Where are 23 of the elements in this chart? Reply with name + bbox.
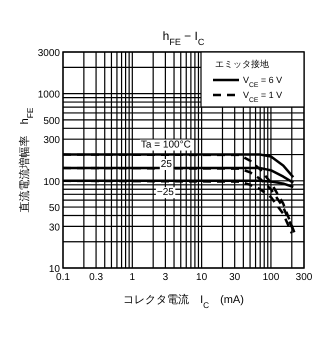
y-tick-label: 3000 — [38, 48, 60, 59]
x-tick-label: 300 — [296, 272, 313, 283]
chart-title: h$_{FE}$ − I$_{C}$ — [162, 29, 205, 47]
x-tick-label: 3 — [162, 272, 169, 283]
y-tick-label: 300 — [43, 135, 60, 146]
x-tick-label: 1 — [130, 272, 136, 283]
x-tick-label: 30 — [229, 272, 241, 283]
y-tick-label: 100 — [43, 176, 60, 188]
x-tick-label: 10 — [196, 272, 208, 283]
y-tick-label: 50 — [48, 203, 60, 214]
y-tick-label: 1000 — [38, 90, 60, 101]
legend-label: V$_{CE}$ = 6 V — [243, 75, 282, 88]
y-tick-label: 500 — [43, 116, 60, 127]
x-tick-label: 0.1 — [56, 272, 70, 283]
text: コレクタ電流 I$_{C}$ (mA) — [123, 294, 244, 310]
x-tick-label: 0.3 — [89, 272, 104, 283]
annotation: −25 — [156, 187, 174, 198]
annotation: Ta = 100°C — [140, 140, 191, 151]
legend-title: エミッタ接地 — [215, 59, 269, 69]
annotation: 25 — [160, 159, 172, 170]
legend-label: V$_{CE}$ = 1 V — [243, 90, 282, 104]
x-tick-label: 100 — [262, 272, 280, 283]
y-tick-label: 30 — [48, 222, 60, 234]
